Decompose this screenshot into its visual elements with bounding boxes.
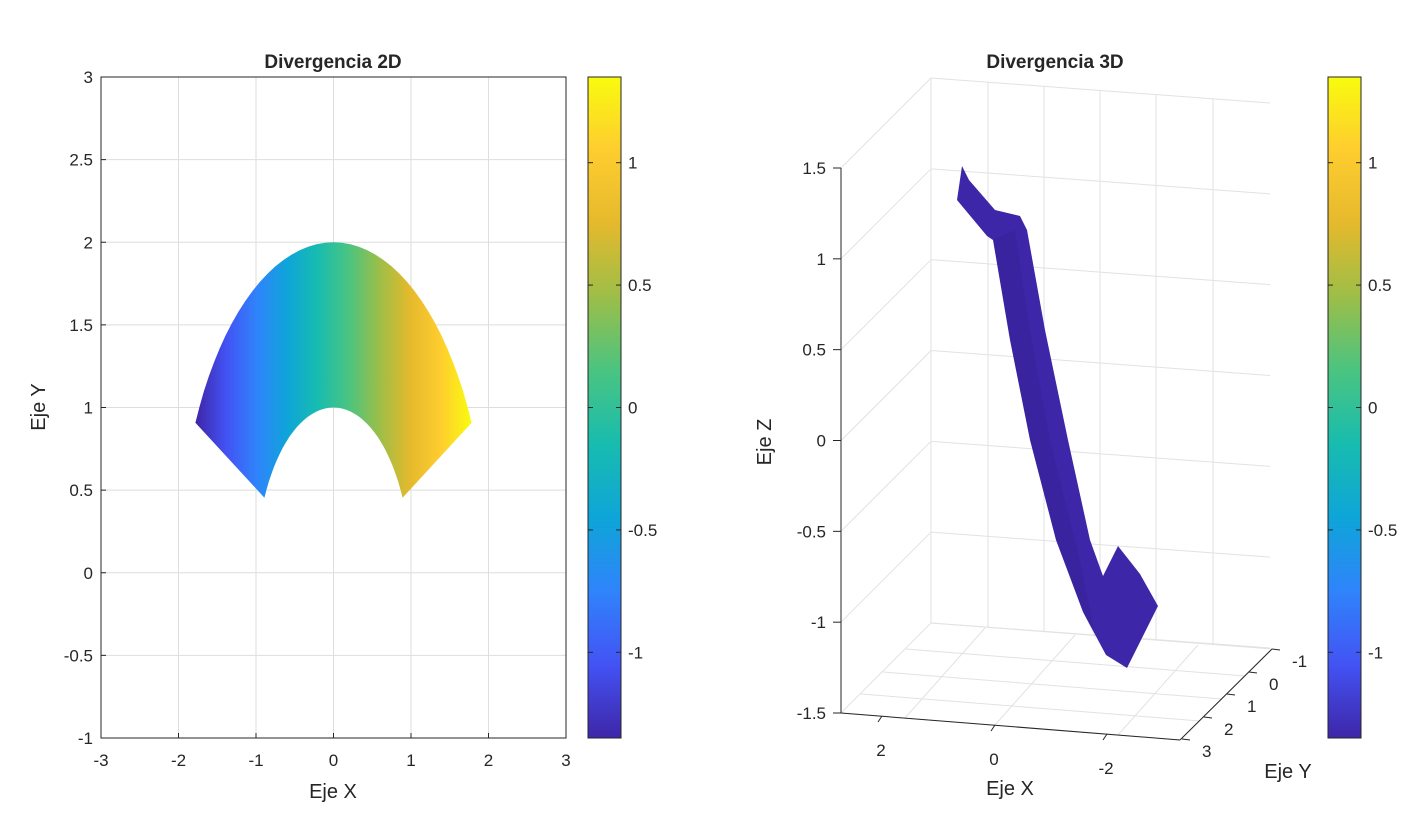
colorbar-tick-label: 0 — [628, 399, 637, 418]
chart-2d-y-ticks: -1 -0.5 0 0.5 1 1.5 2 2.5 3 — [64, 68, 106, 748]
chart-2d-x-ticks: -3 -2 -1 0 1 2 3 — [93, 733, 571, 770]
chart-3d-z-tick-label: 1 — [817, 250, 826, 269]
chart-2d-x-tick-label: 0 — [329, 751, 338, 770]
colorbar-left-ticks: -1 -0.5 0 0.5 1 — [588, 154, 657, 662]
colorbar-tick-label: 0 — [1368, 399, 1377, 418]
chart-3d-x-tick-mark — [1102, 733, 1108, 741]
chart-3d-y-tick-label: 3 — [1202, 742, 1211, 761]
chart-3d-z-tick-label: 0.5 — [802, 341, 826, 360]
colorbar-tick-label: 0.5 — [1368, 276, 1392, 295]
colorbar-tick-label: 1 — [628, 154, 637, 173]
chart-3d-y-tick-mark — [1181, 738, 1191, 741]
chart-3d-surface-shade — [993, 230, 1096, 640]
chart-3d-z-tick-label: 1.5 — [802, 159, 826, 178]
chart-3d-gridline-floor-x — [994, 634, 1076, 726]
chart-2d-surface — [195, 242, 472, 498]
chart-3d-gridline-floor-y — [905, 648, 1246, 677]
chart-3d-y-tick-label: 2 — [1224, 720, 1233, 739]
chart-2d-y-tick-label: 0.5 — [69, 481, 93, 500]
chart-2d-x-tick-label: 2 — [484, 751, 493, 770]
chart-3d-gridline-z-side — [840, 622, 932, 714]
chart-3d-gridline-z-side — [840, 168, 932, 260]
colorbar-left: -1 -0.5 0 0.5 1 — [587, 76, 657, 739]
chart-3d-gridline-z-side — [840, 259, 932, 351]
chart-3d-z-tick-label: -1 — [811, 613, 826, 632]
colorbar-tick-label: -0.5 — [628, 521, 657, 540]
colorbar-tick-label: -1 — [1368, 643, 1383, 662]
chart-3d-xlabel: Eje X — [986, 778, 1034, 800]
chart-3d-x-axis-line — [840, 712, 1181, 741]
chart-3d-x-tick-label: 2 — [876, 741, 885, 760]
chart-3d-gridline-z-side — [840, 77, 932, 169]
chart-3d-surface-ribbon — [957, 166, 1158, 668]
colorbar-tick-label: 0.5 — [628, 276, 652, 295]
chart-2d: Divergencia 2D -3 -2 -1 0 1 2 3 -1 -0.5 0 0.5 1 1.5… — [28, 52, 571, 803]
chart-3d-ylabel: Eje Y — [1264, 761, 1311, 783]
colorbar-right-ticks: -1 -0.5 0 0.5 1 — [1328, 154, 1397, 662]
chart-2d-y-tick-label: 3 — [84, 68, 93, 87]
chart-3d-gridline-z-side — [840, 531, 932, 623]
chart-3d-title: Divergencia 3D — [986, 52, 1123, 73]
chart-2d-y-tick-label: 1 — [84, 399, 93, 418]
chart-2d-ylabel: Eje Y — [28, 383, 50, 430]
chart-3d-y-tick-mark — [1248, 671, 1258, 674]
colorbar-tick-label: -1 — [628, 643, 643, 662]
chart-2d-y-tick-label: 2.5 — [69, 151, 93, 170]
chart-2d-x-tick-label: 1 — [406, 751, 415, 770]
chart-2d-y-tick-label: -1 — [78, 729, 93, 748]
chart-2d-y-tick-label: 0 — [84, 564, 93, 583]
colorbar-tick-label: -0.5 — [1368, 521, 1397, 540]
chart-2d-y-tick-label: -0.5 — [64, 646, 93, 665]
chart-3d-z-tick-label: -1.5 — [797, 704, 826, 723]
chart-2d-x-tick-label: -2 — [171, 751, 186, 770]
colorbar-left-bar — [587, 76, 622, 739]
chart-2d-title: Divergencia 2D — [264, 52, 401, 73]
chart-2d-x-tick-label: -3 — [93, 751, 108, 770]
chart-3d-z-ticks: -1.5 -1 -0.5 0 0.5 1 1.5 — [797, 159, 841, 723]
chart-3d-gridline-z-side — [840, 350, 932, 441]
chart-2d-x-tick-label: -1 — [248, 751, 263, 770]
chart-3d-gridline-floor-y — [882, 671, 1223, 700]
chart-3d-y-axis-line — [1179, 648, 1273, 741]
chart-3d-x-tick-mark — [990, 724, 996, 732]
chart-3d-x-tick-label: 0 — [989, 750, 998, 769]
chart-3d-gridline-z-side — [840, 440, 932, 532]
chart-3d-zlabel: Eje Z — [754, 419, 776, 466]
chart-3d-gridline-floor-x — [1117, 644, 1199, 736]
colorbar-right: -1 -0.5 0 0.5 1 — [1327, 76, 1397, 739]
chart-2d-x-tick-label: 3 — [561, 751, 570, 770]
chart-3d-y-tick-mark — [1271, 648, 1281, 651]
chart-3d: Divergencia 3D -1.5 -1 -0.5 0 0.5 1 1.5 2 0 -2 -… — [754, 52, 1312, 800]
chart-3d-y-tick-label: -1 — [1292, 652, 1307, 671]
chart-3d-y-tick-label: 1 — [1247, 697, 1256, 716]
chart-2d-xlabel: Eje X — [309, 781, 357, 803]
chart-3d-z-tick-label: -0.5 — [797, 522, 826, 541]
chart-3d-y-tick-mark — [1226, 693, 1236, 696]
chart-3d-z-tick-label: 0 — [817, 432, 826, 451]
chart-3d-y-tick-mark — [1203, 716, 1213, 719]
chart-3d-y-tick-label: 0 — [1269, 675, 1278, 694]
chart-3d-x-tick-mark — [877, 715, 883, 723]
chart-3d-gridline-floor-x — [904, 627, 986, 719]
chart-2d-y-tick-label: 1.5 — [69, 316, 93, 335]
colorbar-tick-label: 1 — [1368, 154, 1377, 173]
chart-3d-gridline-floor-y — [860, 693, 1201, 722]
chart-3d-x-ticks: 2 0 -2 — [876, 715, 1114, 778]
chart-3d-x-tick-label: -2 — [1098, 759, 1113, 778]
chart-2d-y-tick-label: 2 — [84, 233, 93, 252]
